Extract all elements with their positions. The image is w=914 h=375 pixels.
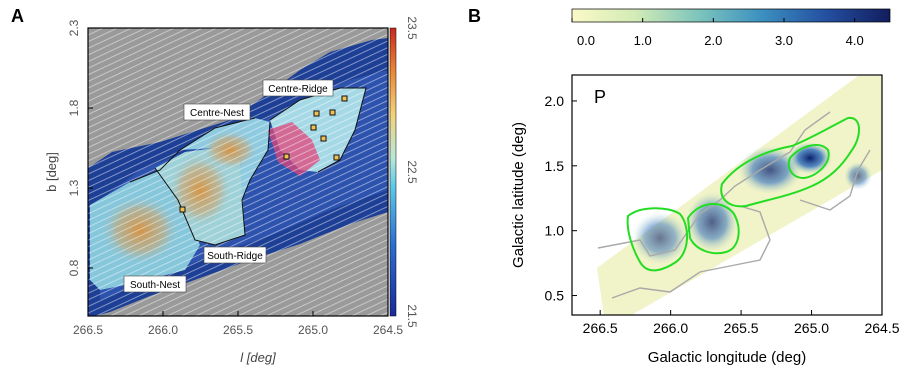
y-tick-label: 0.5 <box>545 288 565 304</box>
x-tick-label: 266.5 <box>73 323 103 337</box>
green-contours <box>626 116 860 272</box>
panel-label-b: B <box>468 6 481 26</box>
panel-b-axes: 266.5 266.0 265.5 265.0 264.5 0.5 1.0 1.5 2.0 <box>545 93 900 336</box>
core-markers <box>179 95 348 213</box>
x-tick-label: 266.0 <box>148 323 178 337</box>
y-tick-label: 1.3 <box>67 179 81 196</box>
x-tick-label: 266.5 <box>583 320 618 336</box>
colorbar-tick-label: 0.0 <box>577 33 595 48</box>
colorbar-tick-label: 23.5 <box>405 16 419 40</box>
panel-a-region-labels: Centre-Ridge Centre-Nest South-Ridge Sou… <box>123 79 334 293</box>
y-tick-label: 2.0 <box>545 93 565 109</box>
green-contour <box>720 116 860 208</box>
panel-a-axes: 266.5 266.0 265.5 265.0 264.5 0.8 1.3 1.8 2.3 <box>67 19 403 337</box>
core-marker <box>333 154 340 161</box>
green-contour <box>787 143 830 180</box>
panel-a-ylabel: b [deg] <box>44 152 59 192</box>
x-tick-label: 265.5 <box>724 320 759 336</box>
panel-b-ylabel: Galactic latitude (deg) <box>510 122 527 268</box>
core-marker <box>283 153 290 160</box>
x-tick-label: 264.5 <box>373 323 403 337</box>
panel-b-colorbar-ticks: 0.0 1.0 2.0 3.0 4.0 <box>571 18 864 48</box>
panel-a-plot <box>88 28 388 316</box>
panel-b-xlabel: Galactic longitude (deg) <box>648 349 806 366</box>
y-tick-label: 1.0 <box>545 223 565 239</box>
label-centre-ridge: Centre-Ridge <box>268 84 328 95</box>
x-tick-label: 265.5 <box>223 323 253 337</box>
core-marker <box>313 110 320 117</box>
panel-b-frame <box>571 74 883 316</box>
region-outline <box>129 117 256 183</box>
y-tick-label: 1.5 <box>545 158 565 174</box>
emission-patch <box>632 212 688 264</box>
core-marker <box>179 206 186 213</box>
colorbar-tick-label: 4.0 <box>846 33 864 48</box>
gray-contour <box>799 149 871 211</box>
core-marker <box>341 95 348 102</box>
label-south-nest: South-Nest <box>130 280 180 291</box>
panel-b-inset-label: P <box>594 87 606 107</box>
panel-b-coverage-band <box>597 76 882 315</box>
colorbar-tick-label: 1.0 <box>634 33 652 48</box>
x-tick-label: 266.0 <box>653 320 688 336</box>
field-streamlines <box>88 28 388 316</box>
core-marker <box>329 109 336 116</box>
label-centre-nest: Centre-Nest <box>190 108 244 119</box>
x-tick-label: 265.0 <box>298 323 328 337</box>
x-tick-label: 265.0 <box>794 320 829 336</box>
panel-b-plot: P <box>594 76 882 315</box>
colorbar-tick-label: 21.5 <box>405 304 419 328</box>
y-tick-label: 1.8 <box>67 99 81 116</box>
gray-contour <box>611 205 771 299</box>
colorbar-tick-label: 3.0 <box>775 33 793 48</box>
colorbar-tick-label: 22.5 <box>405 160 419 184</box>
core-marker <box>310 124 317 131</box>
green-contour <box>686 203 740 255</box>
panel-label-a: A <box>11 6 24 26</box>
region-outline <box>269 87 367 173</box>
green-contour <box>626 207 688 272</box>
core-marker <box>320 135 327 142</box>
panel-a-xlabel: l [deg] <box>240 350 276 365</box>
colorbar-tick-label: 2.0 <box>704 33 722 48</box>
panel-b-colorbar <box>571 8 891 23</box>
panel-a-colorbar <box>389 27 397 317</box>
region-outline <box>154 121 271 246</box>
y-tick-label: 0.8 <box>67 259 81 276</box>
x-tick-label: 264.5 <box>864 320 899 336</box>
panel-a-colorbar-ticks: 21.5 22.5 23.5 <box>405 16 419 328</box>
label-south-ridge: South-Ridge <box>207 251 263 262</box>
emission-patch <box>844 162 872 190</box>
y-tick-label: 2.3 <box>67 19 81 36</box>
